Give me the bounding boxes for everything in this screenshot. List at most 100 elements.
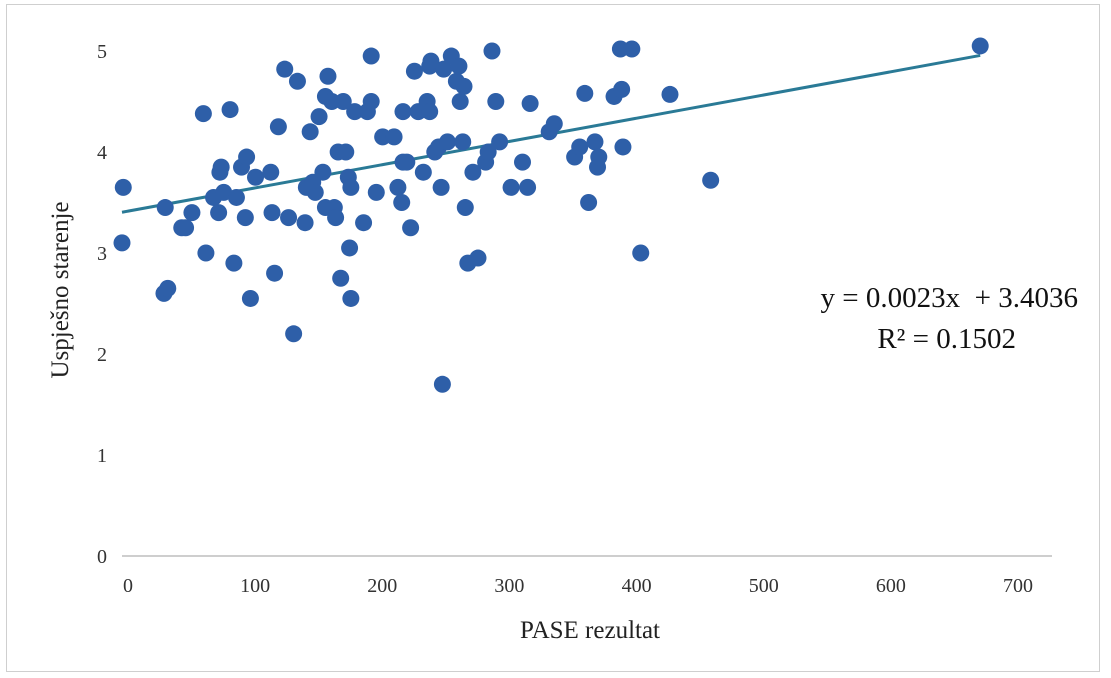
y-tick-label: 3 xyxy=(97,243,107,265)
y-tick-label: 1 xyxy=(97,445,107,467)
x-tick-label: 300 xyxy=(494,575,524,597)
data-point xyxy=(613,80,631,98)
data-point xyxy=(334,93,352,110)
data-point xyxy=(238,148,256,166)
data-point xyxy=(385,128,403,146)
data-point xyxy=(405,62,423,80)
data-point xyxy=(156,199,174,217)
data-point xyxy=(487,93,505,110)
data-point xyxy=(571,138,589,156)
data-point xyxy=(367,183,385,201)
y-tick-label: 4 xyxy=(97,142,107,164)
data-point xyxy=(241,289,259,307)
data-point xyxy=(432,178,450,196)
y-tick-labels: 0 1 2 3 4 5 xyxy=(97,41,107,568)
data-point xyxy=(519,178,537,196)
x-tick-label: 100 xyxy=(240,575,270,597)
data-point xyxy=(435,60,453,78)
data-point xyxy=(450,57,468,75)
data-point xyxy=(586,133,604,151)
y-tick-label: 0 xyxy=(97,546,107,568)
data-point xyxy=(393,194,411,211)
data-point xyxy=(580,194,598,211)
data-point xyxy=(576,84,594,102)
data-point xyxy=(362,47,380,65)
data-point xyxy=(262,163,280,181)
data-point xyxy=(483,42,501,60)
data-point xyxy=(702,171,720,189)
data-point xyxy=(341,239,359,257)
data-point xyxy=(314,163,332,181)
data-point xyxy=(296,214,314,232)
data-point xyxy=(398,153,416,171)
data-point xyxy=(183,204,201,222)
x-tick-label: 0 xyxy=(123,575,133,597)
data-point xyxy=(197,244,215,262)
data-point xyxy=(319,67,337,85)
data-point xyxy=(438,133,456,151)
data-point xyxy=(469,249,487,267)
x-tick-label: 600 xyxy=(876,575,906,597)
data-point xyxy=(502,178,520,196)
data-point xyxy=(159,279,177,297)
x-tick-label: 500 xyxy=(749,575,779,597)
data-point xyxy=(491,133,509,151)
data-point xyxy=(114,178,132,196)
data-point xyxy=(421,103,439,121)
data-point xyxy=(362,93,380,110)
data-point xyxy=(221,101,239,119)
data-point xyxy=(402,219,420,237)
y-axis-title: Uspješno starenje xyxy=(47,201,74,378)
data-point xyxy=(545,115,563,133)
data-point xyxy=(433,375,451,393)
data-point xyxy=(422,52,440,70)
data-point xyxy=(337,143,355,161)
x-tick-label: 400 xyxy=(622,575,652,597)
data-point xyxy=(394,103,412,121)
y-tick-label: 5 xyxy=(97,41,107,63)
data-point xyxy=(269,118,287,136)
data-point xyxy=(227,188,245,206)
data-point xyxy=(263,204,281,222)
data-point xyxy=(355,214,373,232)
data-point xyxy=(623,40,641,58)
data-point xyxy=(215,183,233,201)
data-point xyxy=(236,209,254,227)
data-point xyxy=(225,254,243,272)
chart-frame xyxy=(6,4,1100,672)
data-point xyxy=(247,168,264,186)
data-point xyxy=(614,138,632,156)
x-tick-label: 200 xyxy=(367,575,397,597)
data-point xyxy=(451,93,469,110)
data-point xyxy=(971,37,989,55)
data-point xyxy=(346,103,364,121)
x-axis-title: PASE rezultat xyxy=(520,617,660,644)
data-point xyxy=(210,204,228,222)
data-point xyxy=(455,77,473,95)
data-point xyxy=(266,264,284,282)
data-point xyxy=(414,163,432,181)
data-point xyxy=(479,143,497,161)
trendline-r-squared: R² = 0.1502 xyxy=(877,323,1016,355)
data-point xyxy=(327,209,345,227)
data-point xyxy=(661,85,679,103)
data-point xyxy=(342,178,360,196)
data-point xyxy=(285,325,303,343)
data-point xyxy=(332,269,350,287)
data-point xyxy=(632,244,650,262)
data-point xyxy=(276,60,294,78)
data-point xyxy=(177,219,195,237)
data-point xyxy=(521,95,539,113)
data-point xyxy=(454,133,472,151)
data-point xyxy=(212,158,230,176)
data-point xyxy=(288,72,306,90)
x-tick-label: 700 xyxy=(1003,575,1033,597)
data-point xyxy=(342,289,360,307)
data-point xyxy=(456,199,474,217)
y-tick-label: 2 xyxy=(97,344,107,366)
data-point xyxy=(194,105,212,123)
data-point xyxy=(464,163,482,181)
data-points xyxy=(113,37,989,393)
data-point xyxy=(590,148,608,166)
